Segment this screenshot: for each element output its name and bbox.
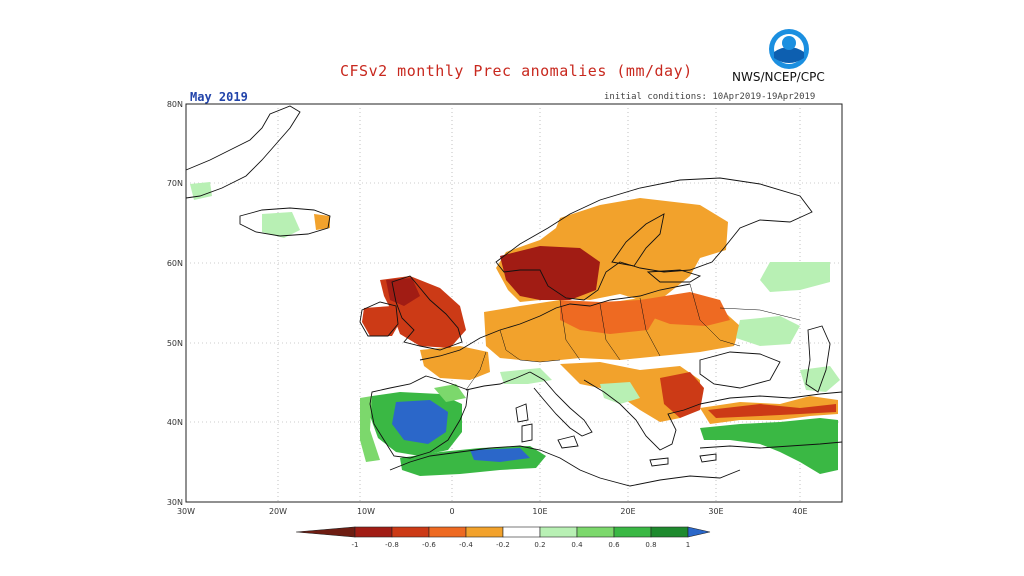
map-frame bbox=[185, 103, 843, 503]
lon-label: 0 bbox=[449, 507, 454, 516]
color-legend: -1 -0.8 -0.6 -0.4 -0.2 0.2 0.4 0.6 0.8 1 bbox=[295, 526, 711, 549]
light-wet-balkans bbox=[600, 382, 640, 404]
lat-label: 40N bbox=[167, 418, 183, 427]
legend-tick-label: 0.2 bbox=[534, 541, 545, 549]
legend-color-cell bbox=[391, 526, 430, 538]
forecast-period-label: May 2019 bbox=[190, 90, 248, 104]
light-wet-caspian bbox=[800, 366, 840, 392]
lat-label: 30N bbox=[167, 498, 183, 507]
light-wet-greenland bbox=[190, 182, 212, 200]
light-wet-west-mediterranean bbox=[434, 384, 466, 402]
light-wet-iberia-edge bbox=[360, 396, 380, 462]
lon-label: 30W bbox=[177, 507, 195, 516]
light-wet-russia-south bbox=[736, 316, 800, 346]
lat-label: 50N bbox=[167, 339, 183, 348]
initial-conditions-label: initial conditions: 10Apr2019-19Apr2019 bbox=[604, 92, 816, 102]
dry-anomaly-france bbox=[420, 346, 490, 380]
lat-label: 80N bbox=[167, 100, 183, 109]
light-wet-russia bbox=[760, 262, 830, 292]
legend-color-cell bbox=[354, 526, 393, 538]
legend-tick-label: -0.8 bbox=[385, 541, 399, 549]
legend-color-cell bbox=[295, 526, 356, 538]
anomaly-shading bbox=[190, 182, 840, 476]
legend-tick-label: 0.8 bbox=[645, 541, 656, 549]
agency-label: NWS/NCEP/CPC bbox=[732, 70, 825, 84]
strong-dry-baltic bbox=[560, 300, 660, 334]
legend-color-cell bbox=[428, 526, 467, 538]
legend-tick-label: 0.4 bbox=[571, 541, 583, 549]
strong-dry-ireland bbox=[362, 306, 400, 336]
legend-color-cell bbox=[576, 526, 615, 538]
lon-label: 20E bbox=[620, 507, 635, 516]
legend-color-cell bbox=[539, 526, 578, 538]
legend-color-cell bbox=[502, 526, 541, 538]
legend-color-cell bbox=[465, 526, 504, 538]
strong-wet-north-africa bbox=[470, 448, 530, 462]
strong-dry-norway bbox=[500, 246, 600, 300]
legend-tick-label: -0.6 bbox=[422, 541, 436, 549]
legend-color-cell bbox=[650, 526, 689, 538]
legend-tick-label: -1 bbox=[352, 541, 359, 549]
strong-dry-scotland bbox=[386, 278, 420, 306]
lon-label: 10E bbox=[532, 507, 547, 516]
light-wet-iceland bbox=[262, 212, 300, 238]
strong-dry-turkey bbox=[708, 404, 836, 418]
map-title: CFSv2 monthly Prec anomalies (mm/day) bbox=[340, 62, 693, 80]
lon-label: 40E bbox=[792, 507, 807, 516]
legend-tick-label: -0.4 bbox=[459, 541, 473, 549]
strong-wet-iberia bbox=[392, 400, 448, 444]
coastlines bbox=[185, 105, 843, 487]
iceland-dry-east bbox=[314, 214, 330, 230]
legend-color-cell bbox=[613, 526, 652, 538]
noaa-logo bbox=[769, 29, 809, 69]
lon-label: 10W bbox=[357, 507, 375, 516]
legend-tick-label: -0.2 bbox=[496, 541, 510, 549]
lon-label: 20W bbox=[269, 507, 287, 516]
lon-labels: 30W 20W 10W 0 10E 20E 30E 40E bbox=[177, 507, 808, 516]
legend-tick-label: 1 bbox=[686, 541, 690, 549]
legend-tick-label: 0.6 bbox=[608, 541, 620, 549]
lat-labels: 80N 70N 60N 50N 40N 30N bbox=[167, 100, 183, 507]
lat-label: 60N bbox=[167, 259, 183, 268]
strong-dry-east bbox=[640, 292, 730, 326]
wet-anomaly-middle-east bbox=[700, 418, 838, 474]
light-wet-italy bbox=[500, 368, 552, 384]
legend-color-cell bbox=[687, 526, 711, 538]
lat-label: 70N bbox=[167, 179, 183, 188]
lon-label: 30E bbox=[708, 507, 723, 516]
